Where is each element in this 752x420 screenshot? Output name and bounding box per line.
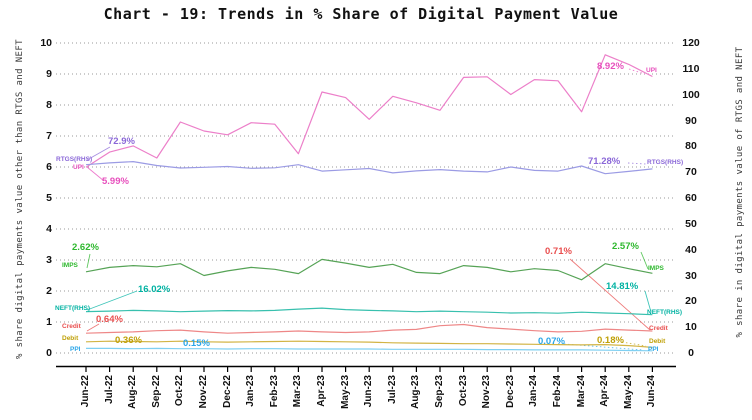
x-axis-tick-label: Oct-23 — [457, 375, 469, 407]
value-annotation: 5.99% — [102, 176, 129, 187]
x-axis-tick-label: Nov-23 — [481, 375, 493, 409]
value-annotation: 0.15% — [183, 338, 210, 349]
right-axis-tick-label: 90 — [685, 114, 697, 127]
series-label-start: RTGS(RHS) — [56, 156, 93, 163]
right-axis-tick-label: 10 — [685, 321, 697, 334]
x-axis-tick-label: Jun-22 — [80, 375, 91, 408]
series-line-upi — [85, 54, 653, 168]
left-axis-tick-label: 7 — [46, 130, 52, 142]
left-axis-tick-label: 10 — [40, 37, 52, 49]
series-label-end: UPI — [646, 67, 657, 74]
chart-title: Chart - 19: Trends in % Share of Digital… — [103, 5, 619, 23]
value-annotation: 16.02% — [138, 284, 171, 295]
annotation-leader-line — [86, 146, 111, 161]
x-axis-tick-label: Dec-23 — [504, 375, 516, 408]
right-axis-tick-label: 50 — [685, 217, 697, 230]
right-axis-tick-label: 30 — [685, 269, 697, 282]
annotation-leader-line — [628, 68, 646, 75]
value-annotation: 0.64% — [96, 314, 123, 325]
x-axis-tick-label: Sep-22 — [150, 375, 162, 408]
x-axis-tick-label: Jul-23 — [386, 375, 398, 404]
x-axis-tick-label: Nov-22 — [198, 375, 209, 409]
x-axis-tick-label: Feb-24 — [552, 375, 563, 408]
series-line-credit — [85, 323, 653, 334]
series-line-neft-rhs- — [85, 307, 653, 316]
annotation-leader-line — [569, 258, 651, 331]
x-axis-tick-label: Aug-23 — [410, 375, 422, 409]
annotation-leader-line — [644, 290, 652, 313]
x-axis-tick-label: Feb-23 — [268, 375, 280, 408]
series-line-rtgs-rhs- — [85, 161, 653, 175]
x-axis-tick-label: Jan-23 — [245, 375, 257, 407]
left-axis-tick-label: 5 — [46, 192, 52, 204]
right-axis-tick-label: 80 — [685, 140, 697, 153]
series-label-start: PPI — [70, 346, 81, 353]
value-annotation: 71.28% — [588, 156, 621, 167]
annotation-leader-line — [86, 253, 91, 269]
left-axis-tick-label: 6 — [46, 161, 52, 173]
right-axis-tick-label: 110 — [682, 62, 700, 75]
x-axis-tick-label: Oct-22 — [174, 375, 186, 407]
right-axis-tick-label: 120 — [682, 37, 700, 49]
x-axis-tick-label: Apr-23 — [316, 375, 327, 407]
left-axis-tick-label: 3 — [46, 254, 52, 266]
series-label-end: NEFT(RHS) — [647, 309, 683, 316]
x-axis-tick-label: Dec-22 — [221, 375, 233, 408]
annotation-leader-line — [621, 341, 647, 347]
x-axis-tick-label: Jun-23 — [363, 375, 375, 408]
series-label-end: Debit — [649, 338, 666, 345]
value-annotation: 0.07% — [538, 336, 565, 347]
left-axis-tick-label: 9 — [46, 68, 52, 80]
right-axis-tick-label: 70 — [685, 166, 697, 179]
series-label-start: IMPS — [62, 262, 78, 269]
annotation-leader-line — [86, 323, 100, 332]
series-label-start: UPI — [73, 164, 84, 171]
value-annotation: 72.9% — [108, 136, 135, 147]
x-axis-tick-label: Jan-24 — [528, 375, 540, 407]
series-label-start: Credit — [62, 323, 81, 330]
value-annotation: 0.18% — [597, 335, 624, 346]
series-label-end: PPI — [648, 346, 659, 353]
series-line-ppi — [86, 347, 653, 352]
value-annotation: 2.57% — [612, 241, 639, 252]
x-axis-tick-label: Apr-24 — [599, 375, 611, 407]
right-axis-tick-label: 60 — [685, 192, 697, 204]
left-axis-tick-label: 8 — [46, 99, 52, 111]
x-axis-tick-label: Jul-22 — [103, 375, 115, 404]
right-axis-tick-label: 0 — [688, 347, 694, 359]
annotation-leader-line — [86, 290, 138, 311]
x-axis-tick-label: May-24 — [622, 375, 634, 409]
series-line-debit — [85, 340, 653, 348]
value-annotation: 14.81% — [606, 281, 639, 292]
series-label-start: Debit — [62, 335, 79, 342]
left-axis-tick-label: 0 — [46, 347, 52, 359]
left-axis-tick-label: 2 — [46, 285, 52, 297]
series-label-end: RTGS(RHS) — [647, 159, 684, 166]
annotation-leader-line — [86, 166, 105, 182]
value-annotation: 8.92% — [597, 61, 624, 72]
left-axis-tick-label: 4 — [46, 223, 52, 235]
right-axis-tick-label: 20 — [685, 295, 697, 308]
left-axis-tick-label: 1 — [46, 316, 52, 328]
right-axis-tick-label: 40 — [685, 243, 697, 256]
x-axis-tick-label: Mar-23 — [292, 375, 304, 408]
series-label-end: Credit — [649, 325, 668, 332]
x-axis-tick-label: Mar-24 — [575, 375, 587, 408]
x-axis-tick-label: Jun-24 — [646, 375, 658, 408]
right-axis-tick-label: 100 — [682, 88, 700, 101]
value-annotation: 0.36% — [115, 335, 142, 346]
x-axis-tick-label: Sep-23 — [434, 375, 445, 408]
annotation-leader-line — [640, 251, 649, 270]
series-label-end: IMPS — [648, 265, 664, 272]
series-label-start: NEFT(RHS) — [55, 305, 91, 312]
series-line-imps — [85, 258, 653, 281]
value-annotation: 0.71% — [545, 246, 572, 257]
value-annotation: 2.62% — [72, 242, 99, 253]
x-axis-tick-label: Aug-22 — [127, 375, 139, 409]
annotation-leader-line — [627, 162, 647, 165]
x-axis-tick-label: May-23 — [339, 375, 351, 409]
